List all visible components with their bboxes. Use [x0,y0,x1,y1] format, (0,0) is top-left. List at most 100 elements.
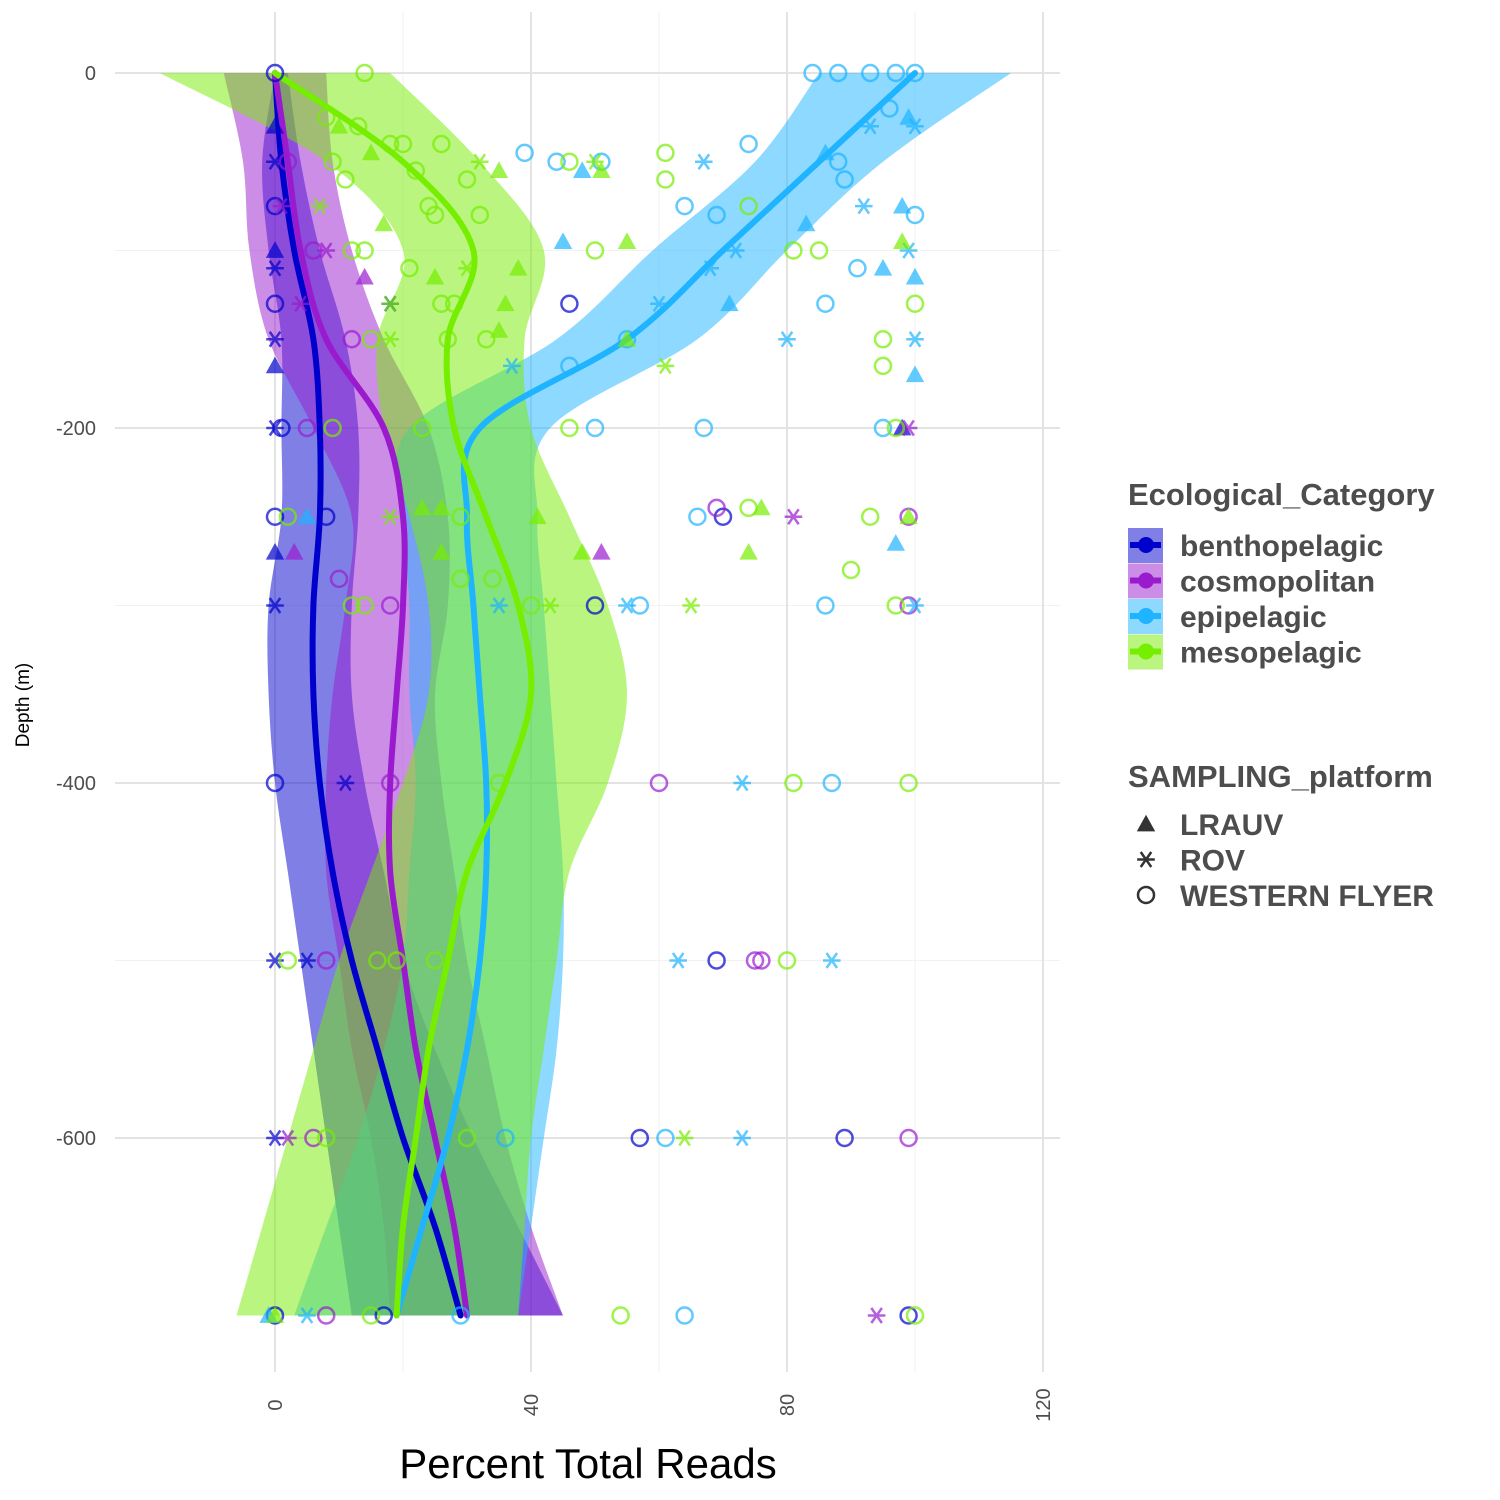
mesopelagic-asterisk-point [682,597,700,614]
mesopelagic-circle-point [348,117,368,136]
mesopelagic-asterisk-point [656,357,675,375]
mesopelagic-circle-point [451,569,470,589]
mesopelagic-triangle-point [329,117,349,134]
epipelagic-circle-point [828,152,848,171]
benthopelagic-circle-point [272,418,291,438]
cosmopolitan-circle-point [745,951,765,970]
legend-color-entry: benthopelagic [1128,528,1383,563]
epipelagic-circle-point [547,152,566,171]
x-tick-label: 40 [521,1394,543,1416]
epipelagic-triangle-point [899,108,918,125]
mesopelagic-triangle-point [592,161,611,178]
legend-triangle-icon [1136,814,1156,832]
epipelagic-triangle-point [297,507,317,525]
legend-color-entries: benthopelagiccosmopolitanepipelagicmesop… [1128,528,1383,670]
benthopelagic-circle-point [835,1128,854,1148]
benthopelagic-circle-point [707,951,726,970]
legend-shape-entry: WESTERN FLYER [1136,880,1434,913]
mesopelagic-circle-point [784,773,803,793]
cosmopolitan-asterisk-point [784,508,803,525]
mesopelagic-circle-point [451,507,470,526]
mesopelagic-circle-point [342,596,362,615]
mesopelagic-circle-point [905,294,925,313]
mesopelagic-circle-point [438,330,458,349]
legend-color-dot [1138,537,1154,553]
mesopelagic-circle-point [355,596,374,615]
epipelagic-circle-point [803,63,822,83]
epipelagic-circle-point [451,1306,470,1325]
mesopelagic-circle-point [355,241,374,260]
epipelagic-asterisk-point [650,295,668,312]
epipelagic-asterisk-point [669,952,687,969]
mesopelagic-triangle-point [374,214,393,232]
mesopelagic-asterisk-point [541,597,559,614]
mesopelagic-circle-point [873,330,893,349]
mesopelagic-triangle-point [899,507,918,525]
mesopelagic-circle-point [476,330,496,349]
mesopelagic-circle-point [483,569,502,589]
mesopelagic-circle-point [886,418,906,438]
mesopelagic-triangle-point [573,543,592,560]
epipelagic-circle-point [515,143,534,163]
mesopelagic-circle-point [278,951,298,970]
benthopelagic-circle-point [630,1128,650,1148]
cosmopolitan-smooth-line [272,70,470,1319]
benthopelagic-asterisk-point [266,597,284,614]
epipelagic-circle-point [585,418,605,438]
benthopelagic-asterisk-point [266,419,284,437]
cosmopolitan-circle-point [380,773,400,793]
benthopelagic-asterisk-point [336,774,355,792]
y-tick-label: 0 [85,63,96,85]
mesopelagic-circle-point [380,134,400,154]
epipelagic-triangle-point [573,161,592,178]
epipelagic-triangle-point [893,196,912,214]
mesopelagic-circle-point [323,418,342,438]
mesopelagic-asterisk-point [311,197,329,215]
mesopelagic-triangle-point [489,321,509,338]
mesopelagic-triangle-point [361,143,381,161]
epipelagic-triangle-point [553,232,573,249]
mesopelagic-triangle-point [413,498,432,516]
epipelagic-circle-point [822,773,842,793]
epipelagic-asterisk-point [733,1129,751,1147]
mesopelagic-circle-point [432,294,451,313]
epipelagic-asterisk-point [906,118,924,135]
epipelagic-asterisk-point [733,774,751,792]
cosmopolitan-triangle-point [355,267,374,285]
epipelagic-circle-point [873,418,893,438]
cosmopolitan-circle-point [899,1128,918,1148]
legend-asterisk-icon [1137,851,1155,868]
mesopelagic-asterisk-point [675,1129,694,1147]
benthopelagic-circle-point [585,596,605,615]
mesopelagic-asterisk-point [458,260,476,277]
benthopelagic-asterisk-point [298,952,316,969]
mesopelagic-circle-point [425,951,445,970]
cosmopolitan-circle-point [316,951,336,970]
mesopelagic-circle-point [444,294,464,313]
epipelagic-triangle-point [905,365,925,383]
mesopelagic-asterisk-point [471,153,489,170]
x-axis-title: Percent Total Reads [399,1440,776,1487]
x-tick-label: 0 [265,1399,287,1410]
mesopelagic-triangle-point [617,232,637,249]
epipelagic-circle-point [675,196,694,216]
mesopelagic-circle-point [656,143,675,163]
data-points [259,63,925,1325]
legend-shape-label: ROV [1180,845,1245,878]
mesopelagic-circle-point [739,196,758,216]
epipelagic-asterisk-point [855,197,873,215]
mesopelagic-triangle-point [432,498,451,516]
epipelagic-smooth-line [393,70,918,1319]
mesopelagic-triangle-point [893,232,912,249]
mesopelagic-circle-point [400,259,419,278]
cosmopolitan-circle-point [342,330,362,349]
x-tick-label: 80 [777,1394,799,1416]
mesopelagic-circle-point [470,205,490,225]
mesopelagic-circle-point [387,951,406,970]
mesopelagic-circle-point [457,170,477,189]
benthopelagic-circle-point [265,294,285,313]
cosmopolitan-circle-point [278,152,298,171]
mesopelagic-circle-point [489,773,509,793]
mesopelagic-circle-point [841,560,861,580]
mesopelagic-triangle-point [528,507,547,525]
